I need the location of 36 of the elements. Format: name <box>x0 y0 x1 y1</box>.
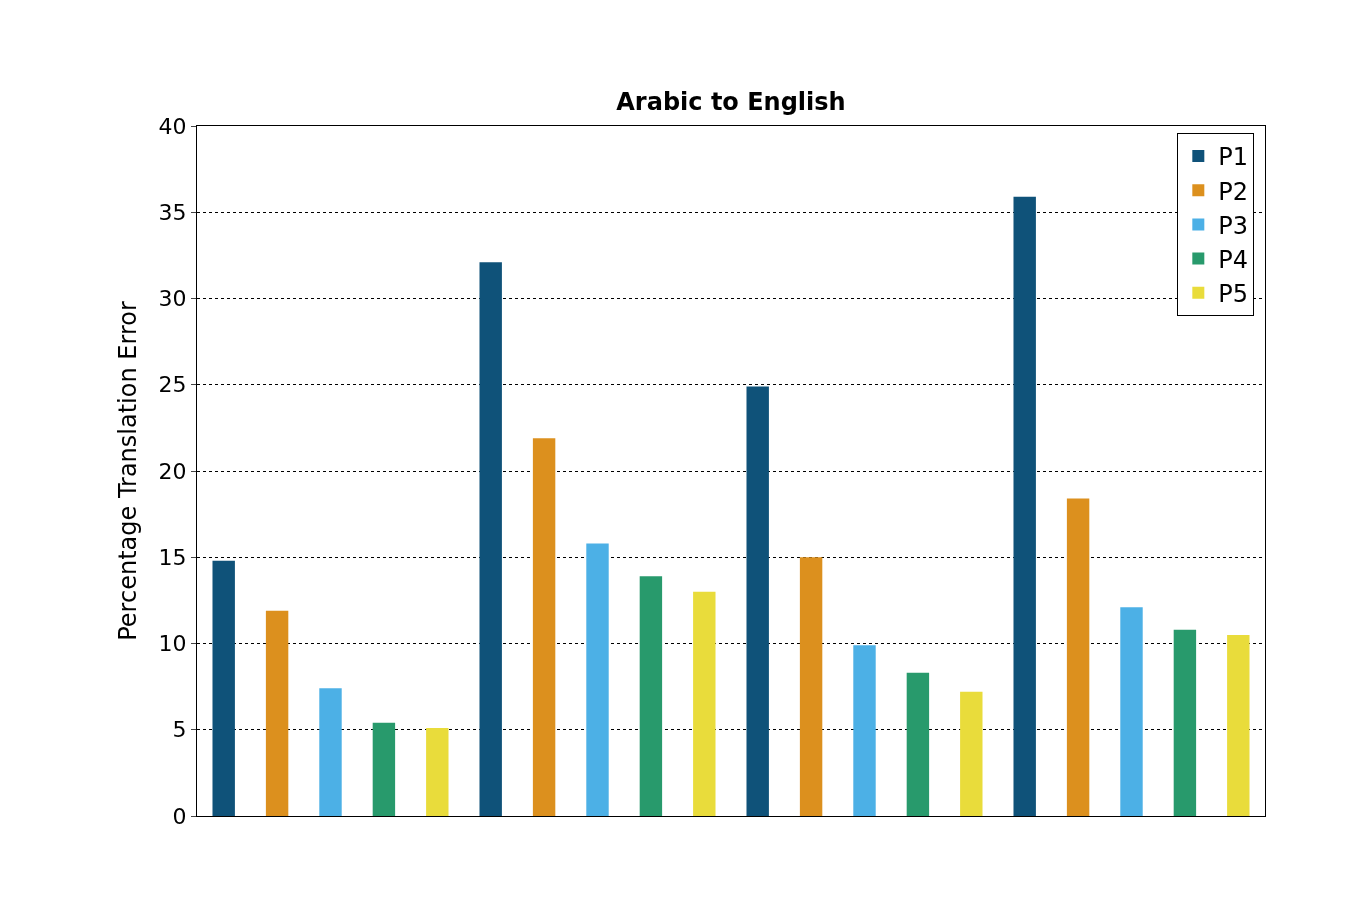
bar <box>960 691 983 816</box>
y-tick-label: 0 <box>172 803 187 829</box>
bar <box>1013 196 1036 816</box>
legend-label: P2 <box>1218 177 1249 206</box>
legend-label: P3 <box>1218 211 1249 240</box>
y-tick-label: 30 <box>158 286 187 312</box>
y-tick-label: 10 <box>158 631 187 657</box>
y-tick-label: 20 <box>158 458 187 484</box>
bar <box>1066 498 1090 816</box>
bar <box>319 688 342 816</box>
bar <box>853 645 876 816</box>
bar <box>532 438 556 816</box>
y-tick-label: 25 <box>158 372 187 398</box>
bar <box>212 560 235 816</box>
bar <box>639 576 663 816</box>
bar <box>479 262 502 816</box>
bar <box>586 543 609 816</box>
bar <box>746 386 769 816</box>
y-axis-title: Percentage Translation Error <box>113 301 142 641</box>
bar <box>426 728 449 816</box>
legend-label: P1 <box>1218 143 1249 172</box>
legend-label: P5 <box>1218 280 1249 309</box>
bar <box>1227 634 1250 816</box>
y-tick-label: 5 <box>172 717 187 743</box>
legend-label: P4 <box>1218 245 1249 274</box>
chart-title: Arabic to English <box>616 88 846 117</box>
bar <box>799 557 823 816</box>
y-tick-label: 40 <box>158 113 187 139</box>
bar <box>265 610 289 816</box>
bar <box>1173 629 1197 816</box>
bar <box>372 722 396 816</box>
y-tick-label: 35 <box>158 199 187 225</box>
bar <box>1120 607 1143 816</box>
y-tick-label: 15 <box>158 544 187 570</box>
bar <box>693 591 716 816</box>
bar <box>906 672 930 816</box>
